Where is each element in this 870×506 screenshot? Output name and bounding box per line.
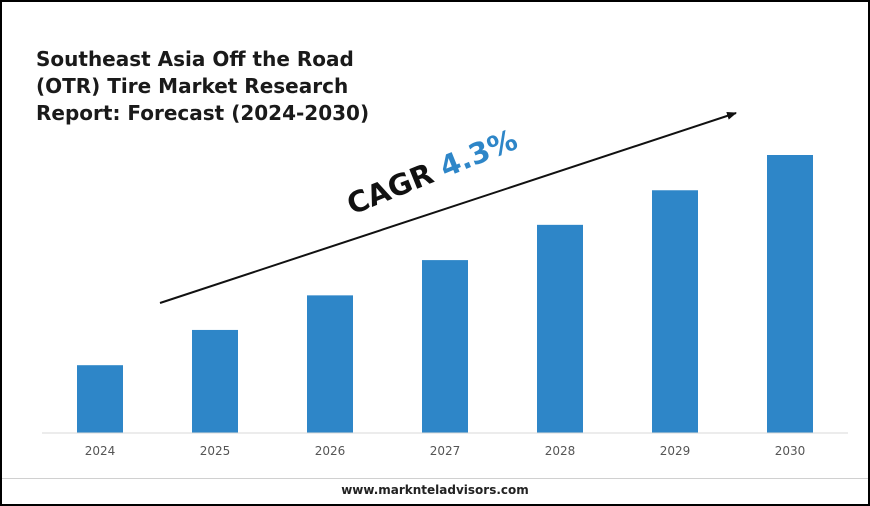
- trend-arrow: [159, 112, 737, 304]
- bar-2024: [77, 365, 123, 433]
- bars-group: [77, 155, 813, 433]
- bar-2029: [652, 190, 698, 433]
- footer-bar: www.marknteladvisors.com: [2, 478, 868, 504]
- x-tick-label-2024: 2024: [85, 444, 116, 458]
- x-tick-labels: 2024 2025 2026 2027 2028 2029 2030: [85, 444, 806, 458]
- bar-2026: [307, 295, 353, 433]
- bar-2025: [192, 329, 238, 433]
- x-tick-label-2028: 2028: [545, 444, 576, 458]
- bar-2027: [422, 260, 468, 433]
- chart-title: Southeast Asia Off the Road (OTR) Tire M…: [36, 47, 370, 125]
- x-tick-label-2026: 2026: [315, 444, 346, 458]
- x-tick-label-2027: 2027: [430, 444, 461, 458]
- bar-2030: [767, 155, 813, 433]
- x-tick-label-2030: 2030: [775, 444, 806, 458]
- bar-2028: [537, 224, 583, 433]
- website-link[interactable]: www.marknteladvisors.com: [341, 483, 529, 497]
- bar-chart: 2024 2025 2026 2027 2028 2029 2030: [42, 112, 848, 458]
- x-tick-label-2029: 2029: [660, 444, 691, 458]
- x-tick-label-2025: 2025: [200, 444, 231, 458]
